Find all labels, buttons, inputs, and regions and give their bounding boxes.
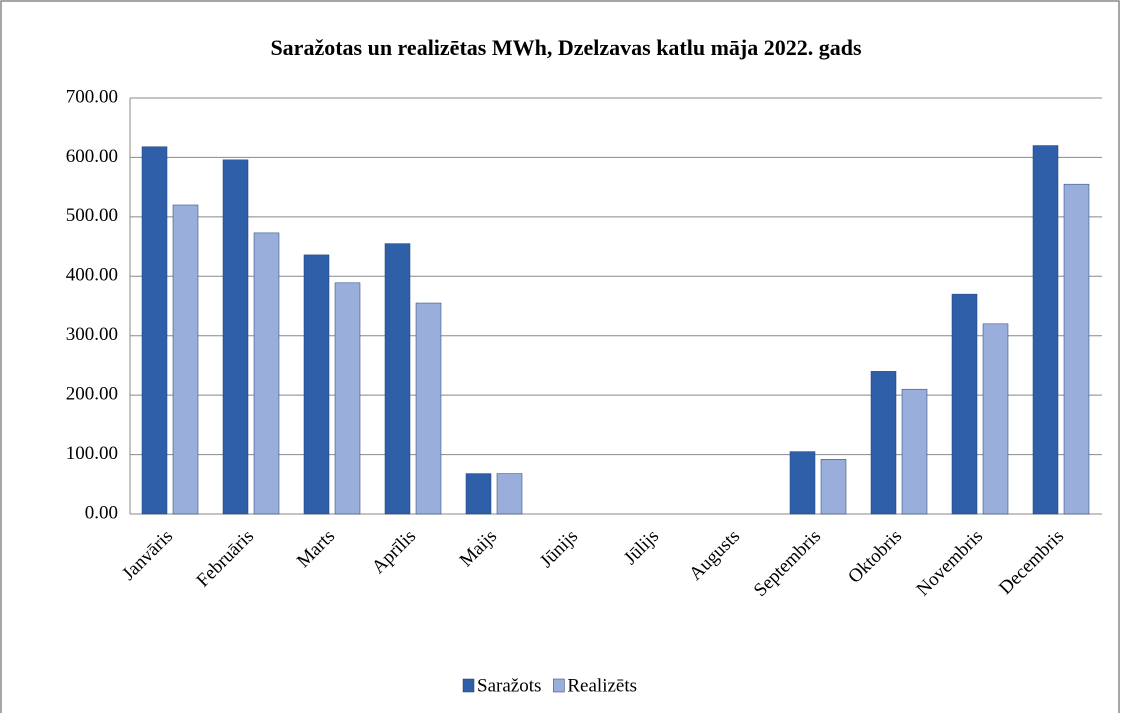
bar xyxy=(334,282,361,515)
bar xyxy=(465,473,492,515)
bar xyxy=(415,302,442,515)
bar xyxy=(951,293,978,515)
bar xyxy=(982,323,1009,515)
bar xyxy=(172,204,199,515)
legend-swatch xyxy=(462,678,475,693)
bar xyxy=(901,388,928,515)
chart-title: Saražotas un realizētas MWh, Dzelzavas k… xyxy=(270,35,862,60)
y-tick-label: 400.00 xyxy=(66,265,118,286)
bar xyxy=(384,243,411,515)
y-tick-label: 0.00 xyxy=(85,502,118,523)
bar xyxy=(222,159,249,515)
y-tick-label: 200.00 xyxy=(66,384,118,405)
bar xyxy=(1032,145,1059,515)
bar xyxy=(820,459,847,515)
y-tick-label: 600.00 xyxy=(66,146,118,167)
bar xyxy=(303,254,330,515)
bar xyxy=(253,232,280,515)
y-tick-label: 500.00 xyxy=(66,205,118,226)
legend-swatch xyxy=(553,678,565,693)
bar xyxy=(870,371,897,515)
legend-label: Saražots xyxy=(477,675,541,696)
y-tick-label: 100.00 xyxy=(66,443,118,464)
bar xyxy=(789,451,816,515)
bar xyxy=(1063,183,1090,515)
y-tick-label: 700.00 xyxy=(66,86,118,107)
y-tick-label: 300.00 xyxy=(66,324,118,345)
legend-label: Realizēts xyxy=(567,675,637,696)
bar xyxy=(496,473,523,515)
bar xyxy=(141,146,168,515)
